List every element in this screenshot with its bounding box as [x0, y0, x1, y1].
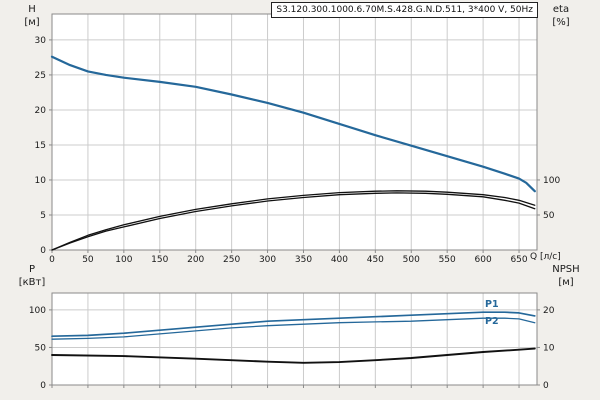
- eta1-curve: [51, 190, 536, 251]
- eta-axis-unit: [%]: [552, 17, 570, 28]
- h-axis-symbol: H: [28, 4, 36, 15]
- h-curve: [50, 55, 536, 193]
- y-right-tick-label: 0: [543, 381, 549, 391]
- x-tick-label: 350: [295, 255, 312, 265]
- eta2-curve: [51, 192, 536, 251]
- x-tick-label: 250: [223, 255, 240, 265]
- p1-curve-label: P1: [485, 299, 499, 310]
- npsh-axis-unit: [м]: [558, 277, 574, 288]
- power-npsh-chart: 0 50 100 0 10 20: [29, 292, 555, 391]
- x-tick-label: 650: [510, 255, 527, 265]
- p-axis-unit: [кВт]: [18, 277, 46, 288]
- eta-axis-symbol: eta: [552, 4, 570, 15]
- plot-area: [52, 14, 537, 250]
- pump-type-title: S3.120.300.1000.6.70M.S.428.G.N.D.511, 3…: [271, 2, 538, 18]
- y-left-tick-label: 25: [35, 71, 46, 81]
- y-left-tick-label: 5: [40, 211, 46, 221]
- npsh-axis-label: NPSH [м]: [540, 263, 592, 289]
- head-efficiency-chart: 0 5 10 15 20 25 30 50 100 0 50 100 150 200 250 300 350 40…: [35, 13, 560, 265]
- y-right-tick-label: 20: [543, 306, 555, 316]
- x-tick-label: 600: [475, 255, 492, 265]
- h-axis-label: H [м]: [16, 3, 48, 29]
- p-axis-symbol: P: [28, 264, 36, 275]
- x-tick-label: 0: [49, 255, 55, 265]
- x-tick-label: 50: [82, 255, 94, 265]
- y-left-tick-label: 50: [35, 343, 47, 353]
- x-tick-label: 500: [403, 255, 420, 265]
- x-tick-label: 450: [367, 255, 384, 265]
- y-left-tick-label: 15: [35, 141, 46, 151]
- y-right-tick-label: 100: [543, 176, 560, 186]
- eta-axis-label: eta [%]: [543, 3, 579, 29]
- y-left-tick-label: 0: [40, 381, 46, 391]
- x-tick-label: 300: [259, 255, 276, 265]
- y-left-tick-label: 10: [35, 176, 47, 186]
- p1-curve: [51, 311, 536, 338]
- y-left-tick-label: 100: [29, 306, 46, 316]
- y-left-tick-label: 20: [35, 106, 47, 116]
- p2-curve-label: P2: [485, 316, 499, 327]
- x-tick-label: 100: [115, 255, 132, 265]
- y-right-tick-label: 10: [543, 343, 555, 353]
- p-axis-label: P [кВт]: [12, 263, 52, 289]
- npsh-curve: [51, 347, 536, 364]
- p2-curve: [51, 317, 536, 340]
- y-left-tick-label: 30: [35, 36, 47, 46]
- x-tick-label: 150: [151, 255, 168, 265]
- x-tick-label: 200: [187, 255, 204, 265]
- h-axis-unit: [м]: [24, 17, 40, 28]
- x-tick-label: 550: [439, 255, 456, 265]
- plot-area: [52, 293, 537, 385]
- y-left-tick-label: 0: [40, 246, 46, 256]
- x-tick-label: 400: [331, 255, 348, 265]
- q-axis-label: Q [л/с]: [530, 252, 561, 262]
- y-right-tick-label: 50: [543, 211, 555, 221]
- npsh-axis-symbol: NPSH: [552, 264, 580, 275]
